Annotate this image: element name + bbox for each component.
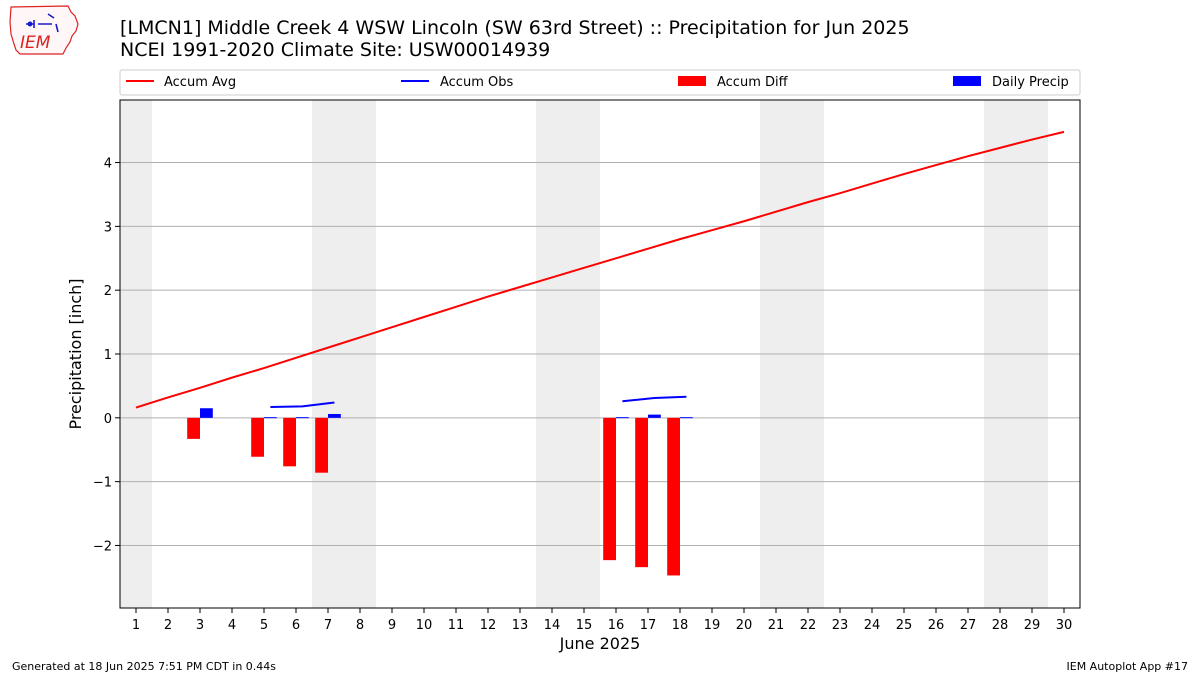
accum-obs-line-segment-2 [622,395,687,403]
legend: Accum Avg Accum Obs Accum Diff Daily Pre… [119,69,1081,96]
x-tick-label: 10 [416,618,433,633]
accum-diff-bar-day-6 [283,417,296,467]
x-tick-label: 14 [544,618,561,633]
gridlines [120,162,1080,546]
x-tick-label: 12 [480,618,497,633]
accum-diff-bar-day-18 [667,417,680,576]
legend-box [119,69,1081,96]
y-tick-label: 0 [104,412,112,427]
daily-precip-bar-day-7 [328,413,341,418]
y-axis-label: Precipitation [inch] [66,278,85,429]
footer-app-id: IEM Autoplot App #17 [1066,660,1189,673]
legend-swatch-accum-diff [678,76,706,86]
x-tick-label: 5 [260,618,268,633]
y-tick-label: 4 [104,157,112,172]
x-tick-label: 26 [928,618,945,633]
x-tick-label: 9 [388,618,396,633]
accum-diff-bars [187,417,680,576]
y-tick-label: 2 [104,284,112,299]
x-tick-label: 24 [864,618,881,633]
x-tick-label: 15 [576,618,593,633]
x-tick-label: 1 [132,618,140,633]
legend-label-accum-diff: Accum Diff [717,75,789,90]
logo-text: IEM [20,33,51,53]
x-tick-label: 11 [448,618,465,633]
y-axis: −2 −1 0 1 2 3 4 [93,157,120,554]
chart-subtitle: NCEI 1991-2020 Climate Site: USW00014939 [120,39,551,61]
y-tick-label: −1 [93,476,112,491]
accum-obs-line-segment-1 [270,401,335,408]
x-axis: 1 2 3 4 5 6 7 8 9 10 11 12 13 14 15 16 17 18 19 20 21 22 23 24 2… [132,608,1072,633]
x-tick-label: 28 [992,618,1009,633]
x-tick-label: 25 [896,618,913,633]
accum-diff-bar-day-16 [603,417,616,561]
x-tick-label: 3 [196,618,204,633]
iowa-state-outline [9,5,79,55]
x-tick-label: 16 [608,618,625,633]
accum-diff-bar-day-7 [315,417,328,473]
footer-generated: Generated at 18 Jun 2025 7:51 PM CDT in … [12,660,277,673]
y-tick-label: −2 [93,539,112,554]
x-tick-label: 22 [800,618,817,633]
accum-diff-bar-day-5 [251,417,264,457]
accum-avg-line [135,130,1065,409]
weather-dot-icon [27,21,33,27]
daily-precip-bar-day-5 [264,417,277,419]
legend-swatch-daily-precip [953,76,981,86]
daily-precip-bar-day-17 [648,414,661,418]
x-tick-label: 20 [736,618,753,633]
x-tick-label: 8 [356,618,364,633]
chart-title: [LMCN1] Middle Creek 4 WSW Lincoln (SW 6… [120,17,910,39]
x-tick-label: 18 [672,618,689,633]
x-tick-label: 19 [704,618,721,633]
y-tick-label: 1 [104,348,112,363]
x-tick-label: 23 [832,618,849,633]
x-tick-label: 13 [512,618,529,633]
daily-precip-bar-day-6 [296,417,309,419]
series-lines [135,130,1065,409]
x-tick-label: 4 [228,618,236,633]
x-axis-label: June 2025 [559,634,641,653]
legend-label-accum-avg: Accum Avg [164,75,236,90]
iem-logo: IEM [9,5,79,55]
x-tick-label: 27 [960,618,977,633]
legend-label-accum-obs: Accum Obs [440,75,513,90]
x-tick-label: 6 [292,618,300,633]
daily-precip-bar-day-16 [616,417,629,419]
x-tick-label: 2 [164,618,172,633]
x-tick-label: 7 [324,618,332,633]
daily-precip-bar-day-3 [200,408,213,418]
accum-diff-bar-day-3 [187,417,200,439]
y-tick-label: 3 [104,220,112,235]
x-tick-label: 29 [1024,618,1041,633]
x-tick-label: 17 [640,618,657,633]
daily-precip-bar-day-18 [680,417,693,419]
daily-precip-bars [200,408,693,419]
legend-label-daily-precip: Daily Precip [992,75,1069,90]
x-tick-label: 30 [1056,618,1073,633]
accum-diff-bar-day-17 [635,417,648,568]
x-tick-label: 21 [768,618,785,633]
